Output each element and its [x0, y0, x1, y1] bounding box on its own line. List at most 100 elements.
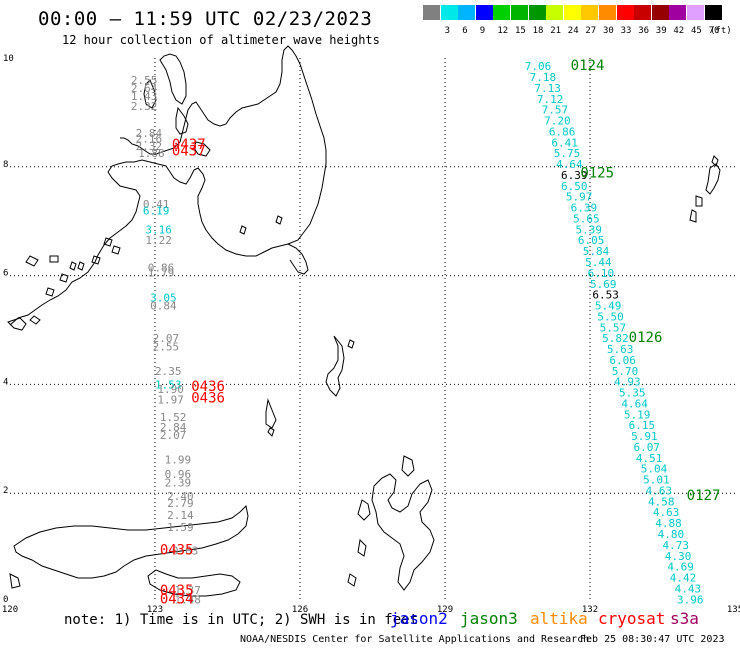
swh-value: 7.12	[537, 93, 564, 106]
legend-swatch	[687, 5, 704, 20]
swh-value: 4.63	[653, 506, 680, 519]
swh-value: 5.35	[619, 387, 646, 400]
swh-value: 2.07	[153, 332, 180, 345]
swh-value: 3.05	[150, 291, 177, 304]
swh-value: 0.84	[150, 300, 177, 313]
swh-value: 4.42	[670, 572, 697, 585]
swh-value: 4.93	[614, 376, 641, 389]
legend-label: 30	[603, 26, 614, 36]
swh-value: 4.69	[667, 561, 694, 574]
legend-swatch	[599, 5, 616, 20]
swh-value: 1.37	[174, 584, 201, 597]
map-subtitle: 12 hour collection of altimeter wave hei…	[62, 33, 380, 47]
pass-label: 0124	[571, 58, 605, 74]
legend-swatch	[616, 5, 634, 20]
swh-value: 4.63	[646, 484, 673, 497]
legend-label: 70	[708, 26, 720, 36]
swh-value: 5.97	[566, 191, 593, 204]
swh-value: 5.65	[573, 212, 600, 225]
legend-swatch	[528, 5, 546, 20]
swh-value: 2.32	[131, 100, 158, 113]
legend-label: 39	[655, 26, 667, 36]
legend-swatch	[546, 5, 564, 20]
swh-value: 1.48	[174, 593, 201, 606]
swh-value: 3.96	[677, 593, 704, 606]
swh-value: 5.63	[607, 343, 634, 356]
pass-label: 0127	[687, 488, 721, 504]
swh-value: 1.97	[157, 394, 184, 407]
lat-tick-label: 0	[3, 595, 8, 605]
swh-value: 2.16	[136, 133, 163, 146]
lat-tick-label: 8	[3, 160, 8, 170]
swh-value: 7.18	[530, 71, 557, 84]
swh-value: 5.49	[595, 300, 622, 313]
swh-value: 6.39	[571, 202, 598, 215]
swh-value: 6.86	[549, 125, 576, 138]
swh-value: 0.96	[165, 468, 192, 481]
lat-tick-label: 2	[3, 486, 8, 496]
legend-swatch	[669, 5, 687, 20]
swh-value: 4.30	[665, 550, 692, 563]
satellite-name: s3a	[670, 609, 699, 628]
swh-value: 5.50	[597, 310, 624, 323]
swh-value: 1.99	[165, 453, 192, 466]
footer-credit: NOAA/NESDIS Center for Satellite Applica…	[240, 634, 590, 645]
lon-tick-label: 132	[582, 605, 598, 615]
swh-value: 7.20	[544, 115, 571, 128]
swh-value: 2.84	[160, 421, 187, 434]
legend-swatch	[493, 5, 511, 20]
swh-value: 5.82	[602, 332, 629, 345]
swh-value: 1.22	[145, 234, 172, 247]
swh-value: 4.51	[636, 452, 663, 465]
legend-label: 42	[673, 26, 685, 36]
swh-value: 6.41	[551, 136, 578, 149]
swh-value: 4.64	[621, 397, 648, 410]
swh-value: 2.35	[155, 365, 182, 378]
legend-swatch	[423, 5, 440, 20]
lon-tick-label: 120	[2, 605, 18, 615]
swh-value: 4.43	[675, 582, 702, 595]
legend-unit: (ft)	[710, 26, 732, 36]
legend-label: 36	[638, 26, 650, 36]
swh-value: 2.79	[167, 497, 194, 510]
pass-label: 0436	[191, 379, 225, 395]
swh-value: 6.06	[609, 354, 636, 367]
swh-value: 5.84	[583, 245, 610, 258]
swh-value: 6.15	[629, 419, 656, 432]
legend-label: 27	[585, 26, 597, 36]
legend-swatch	[704, 5, 722, 20]
swh-value: 6.10	[588, 267, 615, 280]
swh-value: 6.05	[578, 234, 605, 247]
swh-value: 2.14	[167, 509, 194, 522]
legend-swatch	[440, 5, 458, 20]
lat-tick-label: 6	[3, 269, 8, 279]
lat-lon-grid	[10, 58, 735, 602]
satellite-name: jason3	[460, 609, 518, 628]
swh-value: 5.44	[585, 256, 612, 269]
swh-value: 6.53	[592, 289, 619, 302]
swh-value: 6.50	[561, 180, 588, 193]
legend-label: 3	[444, 26, 451, 36]
pass-label: 0125	[580, 165, 614, 181]
lon-tick-label: 123	[147, 605, 163, 615]
legend-label: 18	[532, 26, 544, 36]
lon-tick-label: 135	[727, 605, 740, 615]
legend-label: 24	[567, 26, 579, 36]
legend-label: 6	[462, 26, 468, 36]
swh-value: 7.57	[542, 104, 569, 117]
swh-value: 2.40	[167, 490, 194, 503]
swh-value: 1.90	[157, 383, 184, 396]
swh-value: 1.79	[148, 266, 175, 279]
satellite-name: altika	[530, 609, 588, 628]
swh-value: 5.75	[554, 147, 581, 160]
lat-tick-label: 4	[3, 377, 8, 387]
swh-value: 0.41	[143, 198, 170, 211]
swh-value: 2.39	[165, 476, 192, 489]
swh-value: 0.63	[172, 544, 199, 557]
axis-tick-labels: 120 123 126 129 132 135 0 2 4 6 8 10	[2, 54, 740, 615]
swh-value: 4.64	[556, 158, 583, 171]
swh-value: 4.58	[648, 495, 675, 508]
swh-value: 1.59	[167, 521, 194, 534]
swh-value: 7.13	[534, 82, 561, 95]
swh-value: 1.88	[138, 147, 165, 160]
